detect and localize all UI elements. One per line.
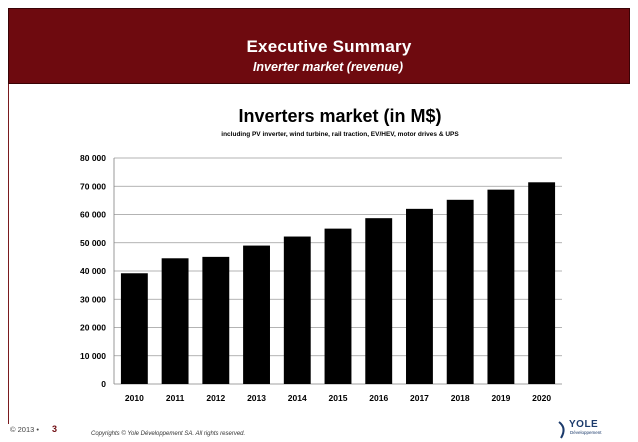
chart-subtitle: including PV inverter, wind turbine, rai… (221, 131, 459, 138)
x-tick-label: 2011 (166, 393, 185, 403)
x-tick-label: 2020 (532, 393, 551, 403)
bar (528, 182, 556, 384)
x-tick-label: 2018 (451, 393, 470, 403)
slide-header: Executive Summary Inverter market (reven… (8, 8, 630, 84)
x-tick-label: 2014 (288, 393, 307, 403)
footer-copyright: © 2013 • (10, 425, 40, 434)
y-tick-label: 10 000 (80, 351, 106, 361)
y-tick-label: 70 000 (80, 181, 106, 191)
y-tick-label: 60 000 (80, 210, 106, 220)
bar (161, 258, 189, 384)
y-tick-label: 0 (101, 379, 106, 389)
bar (487, 189, 515, 384)
yole-logo: YOLE Développement (557, 418, 617, 440)
y-tick-label: 50 000 (80, 238, 106, 248)
bar (243, 245, 270, 384)
bar (202, 256, 230, 384)
bar (283, 236, 311, 384)
logo-subtext: Développement (570, 430, 602, 435)
y-tick-label: 40 000 (80, 266, 106, 276)
x-tick-label: 2017 (410, 393, 429, 403)
bar (406, 208, 433, 384)
x-tick-label: 2016 (369, 393, 388, 403)
footer-rights: Copyrights © Yole Développement SA. All … (91, 431, 246, 437)
bar (365, 218, 393, 384)
x-tick-label: 2012 (206, 393, 225, 403)
y-tick-label: 20 000 (80, 323, 106, 333)
left-divider (8, 84, 9, 424)
y-tick-label: 80 000 (80, 153, 106, 163)
bar (324, 228, 352, 384)
y-tick-label: 30 000 (80, 294, 106, 304)
yole-logo-icon (558, 421, 565, 439)
chart-title: Inverters market (in M$) (238, 106, 442, 126)
slide-title: Executive Summary (246, 37, 412, 56)
x-tick-label: 2013 (247, 393, 266, 403)
bar (120, 273, 148, 384)
logo-text: YOLE (569, 419, 599, 430)
x-tick-label: 2015 (329, 393, 348, 403)
slide-subtitle: Inverter market (revenue) (252, 60, 404, 74)
x-tick-label: 2010 (125, 393, 144, 403)
page-number: 3 (52, 424, 58, 434)
x-tick-label: 2019 (491, 393, 510, 403)
bar (446, 199, 474, 384)
